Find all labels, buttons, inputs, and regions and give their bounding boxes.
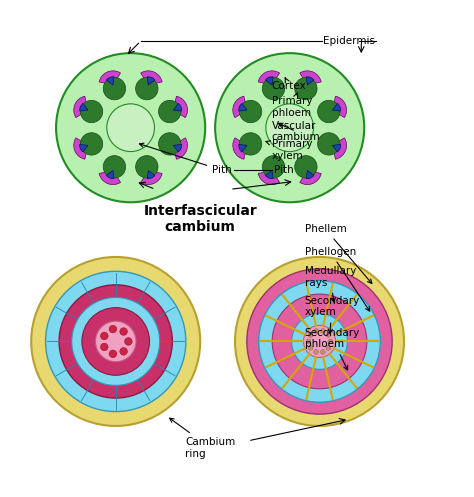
Circle shape [272, 294, 367, 389]
Wedge shape [147, 77, 155, 85]
Text: Pith: Pith [274, 165, 293, 175]
Wedge shape [332, 144, 341, 152]
Wedge shape [80, 144, 88, 152]
Wedge shape [107, 77, 114, 85]
Text: Secondary
xylem: Secondary xylem [305, 296, 360, 333]
Circle shape [95, 321, 136, 362]
Circle shape [120, 347, 128, 355]
Text: Cambium
ring: Cambium ring [170, 418, 236, 459]
Text: Phellem: Phellem [305, 224, 372, 283]
Circle shape [247, 269, 392, 414]
Wedge shape [258, 170, 280, 184]
Wedge shape [141, 71, 162, 85]
Circle shape [314, 349, 319, 354]
Wedge shape [300, 71, 321, 85]
Wedge shape [107, 170, 114, 178]
Text: Cortex: Cortex [272, 78, 306, 91]
Circle shape [136, 78, 158, 100]
Circle shape [120, 328, 128, 335]
Circle shape [295, 156, 317, 178]
Circle shape [107, 104, 155, 152]
Circle shape [326, 332, 331, 337]
Circle shape [318, 100, 340, 123]
Circle shape [328, 339, 333, 344]
Wedge shape [80, 103, 88, 111]
Text: Medullary
rays: Medullary rays [305, 266, 356, 302]
Wedge shape [265, 170, 273, 178]
Wedge shape [239, 103, 247, 111]
Circle shape [262, 78, 285, 100]
Text: Pith: Pith [139, 143, 232, 175]
Circle shape [326, 345, 331, 350]
Circle shape [259, 281, 380, 402]
Circle shape [308, 332, 313, 337]
Circle shape [215, 53, 364, 202]
Circle shape [72, 298, 160, 385]
Wedge shape [258, 71, 280, 85]
Wedge shape [332, 96, 346, 118]
Circle shape [314, 329, 319, 333]
Wedge shape [99, 71, 120, 85]
Wedge shape [141, 170, 162, 184]
Text: Primary
phloem: Primary phloem [272, 93, 312, 118]
Circle shape [109, 326, 117, 333]
Circle shape [306, 339, 311, 344]
Circle shape [318, 133, 340, 155]
Wedge shape [233, 138, 247, 159]
Circle shape [81, 100, 103, 123]
Text: Secondary
phloem: Secondary phloem [305, 328, 360, 370]
Circle shape [320, 329, 325, 333]
Wedge shape [239, 144, 247, 152]
Circle shape [103, 156, 126, 178]
Circle shape [295, 78, 317, 100]
Circle shape [158, 133, 181, 155]
Wedge shape [173, 144, 182, 152]
Circle shape [109, 350, 117, 358]
Circle shape [266, 104, 313, 152]
Circle shape [100, 332, 108, 340]
Circle shape [100, 343, 108, 351]
Circle shape [239, 100, 262, 123]
Wedge shape [233, 96, 247, 118]
Circle shape [56, 53, 205, 202]
Circle shape [158, 100, 181, 123]
Wedge shape [265, 77, 273, 85]
Wedge shape [306, 170, 314, 178]
Text: Phellogen: Phellogen [305, 247, 370, 311]
Wedge shape [147, 170, 155, 178]
Circle shape [235, 257, 404, 426]
Circle shape [136, 156, 158, 178]
Circle shape [81, 133, 103, 155]
Wedge shape [74, 96, 88, 118]
Circle shape [308, 345, 313, 350]
Circle shape [46, 271, 186, 412]
Wedge shape [332, 138, 346, 159]
Circle shape [31, 257, 200, 426]
Wedge shape [173, 96, 188, 118]
Circle shape [59, 285, 173, 398]
Wedge shape [332, 103, 341, 111]
Text: Vascular
cambium: Vascular cambium [272, 121, 320, 142]
Text: Epidermis: Epidermis [323, 36, 375, 46]
Circle shape [292, 314, 347, 369]
Wedge shape [99, 170, 120, 184]
Wedge shape [74, 138, 88, 159]
Circle shape [303, 326, 336, 357]
Text: Primary
xylem: Primary xylem [266, 139, 312, 161]
Circle shape [82, 308, 149, 375]
Circle shape [239, 133, 262, 155]
Circle shape [103, 78, 126, 100]
Wedge shape [306, 77, 314, 85]
Circle shape [125, 337, 132, 345]
Circle shape [320, 349, 325, 354]
Wedge shape [173, 138, 188, 159]
Text: Interfascicular
cambium: Interfascicular cambium [143, 204, 257, 235]
Circle shape [262, 156, 285, 178]
Wedge shape [173, 103, 182, 111]
Wedge shape [300, 170, 321, 184]
